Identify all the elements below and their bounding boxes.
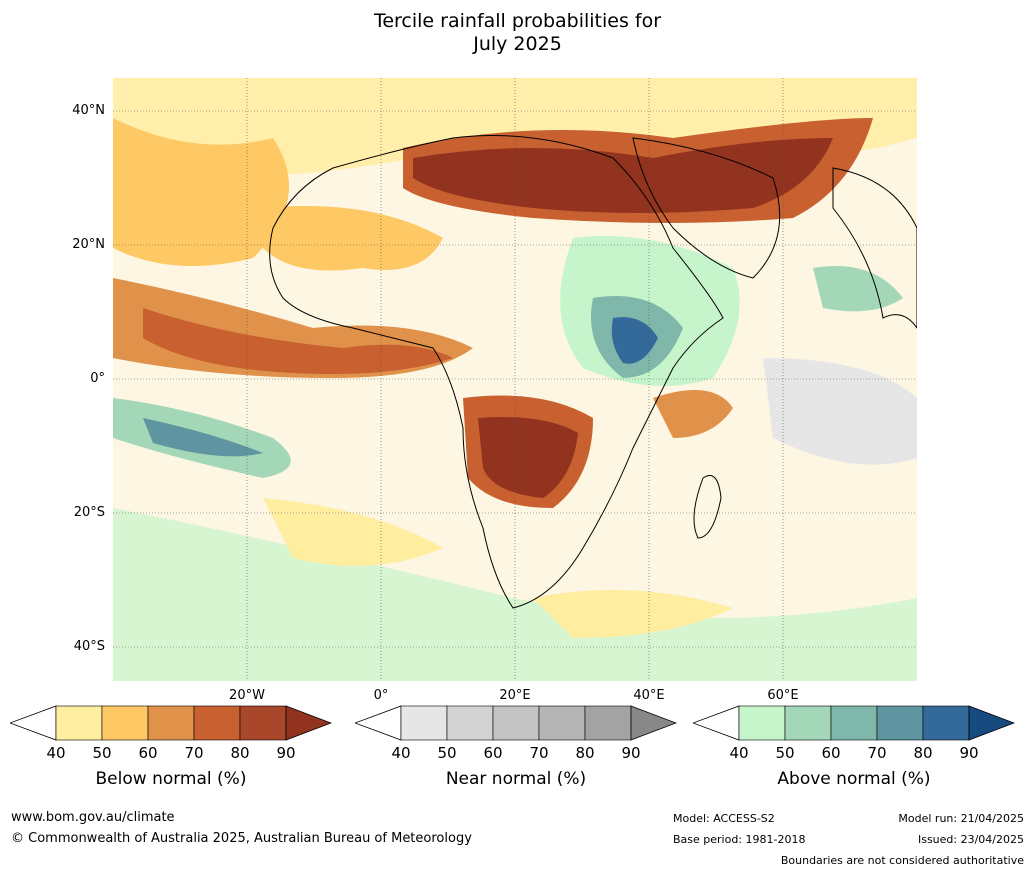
- colorbar-above-ticks: 40 50 60 70 80 90: [693, 744, 1015, 764]
- lat-label-40n: 40°N: [72, 103, 105, 118]
- model-name: Model: ACCESS-S2: [673, 812, 775, 825]
- colorbar-above-tick: 80: [913, 744, 933, 762]
- colorbar-below-normal: [10, 705, 332, 741]
- colorbar-below-ticks: 40 50 60 70 80 90: [10, 744, 332, 764]
- copyright-text: © Commonwealth of Australia 2025, Austra…: [11, 831, 472, 846]
- colorbar-above-swatch-3: [830, 705, 878, 741]
- lat-label-0: 0°: [90, 371, 105, 386]
- lon-label-60e: 60°E: [767, 688, 799, 703]
- colorbar-near-swatch-3: [492, 705, 540, 741]
- colorbar-below-tick: 90: [276, 744, 296, 762]
- colorbar-near-max-arrow: [630, 705, 677, 741]
- colorbar-near-tick: 40: [391, 744, 411, 762]
- colorbar-above-tick: 40: [729, 744, 749, 762]
- title-line-2: July 2025: [473, 33, 562, 55]
- rainfall-map: [113, 78, 917, 681]
- colorbar-near-swatch-4: [538, 705, 586, 741]
- colorbar-above-title: Above normal (%): [777, 769, 931, 789]
- lat-label-40s: 40°S: [73, 639, 105, 654]
- colorbar-above-swatch-1: [738, 705, 786, 741]
- colorbar-near-tick: 90: [621, 744, 641, 762]
- model-run: Model run: 21/04/2025: [898, 812, 1024, 825]
- africa-coastline: [269, 135, 724, 609]
- colorbar-below-swatch-1: [55, 705, 103, 741]
- lon-label-20w: 20°W: [229, 688, 265, 703]
- colorbar-above-tick: 90: [959, 744, 979, 762]
- colorbar-above-min-arrow: [693, 705, 740, 741]
- colorbar-above-tick: 50: [775, 744, 795, 762]
- colorbar-below-swatch-4: [193, 705, 241, 741]
- colorbar-near-swatch-2: [446, 705, 494, 741]
- madagascar-outline: [693, 475, 722, 539]
- probability-regions: [113, 78, 917, 681]
- colorbar-below-min-arrow: [10, 705, 57, 741]
- lon-label-20e: 20°E: [499, 688, 531, 703]
- colorbar-above-normal: [693, 705, 1015, 741]
- colorbar-above-swatch-2: [784, 705, 832, 741]
- colorbar-near-normal: [355, 705, 677, 741]
- lat-label-20n: 20°N: [72, 237, 105, 252]
- colorbar-below-tick: 40: [46, 744, 66, 762]
- colorbar-below-swatch-2: [101, 705, 149, 741]
- india-outline: [832, 167, 917, 329]
- graticule: [113, 78, 917, 681]
- colorbar-near-tick: 70: [529, 744, 549, 762]
- colorbar-above-swatch-5: [922, 705, 970, 741]
- base-period: Base period: 1981-2018: [673, 833, 806, 846]
- arabia-outline: [632, 137, 781, 279]
- colorbar-below-tick: 60: [138, 744, 158, 762]
- colorbar-above-tick: 60: [821, 744, 841, 762]
- colorbar-below-tick: 50: [92, 744, 112, 762]
- lat-label-20s: 20°S: [73, 505, 105, 520]
- colorbar-below-swatch-5: [239, 705, 287, 741]
- map-svg: [113, 78, 917, 681]
- title-line-1: Tercile rainfall probabilities for: [373, 10, 662, 32]
- issued-date: Issued: 23/04/2025: [917, 833, 1024, 846]
- lon-label-40e: 40°E: [633, 688, 665, 703]
- colorbar-above-max-arrow: [968, 705, 1015, 741]
- map-title: Tercile rainfall probabilities for July …: [0, 10, 1035, 56]
- colorbar-below-max-arrow: [285, 705, 332, 741]
- colorbar-near-tick: 80: [575, 744, 595, 762]
- colorbar-near-title: Near normal (%): [445, 769, 587, 789]
- colorbar-near-ticks: 40 50 60 70 80 90: [355, 744, 677, 764]
- boundaries-disclaimer: Boundaries are not considered authoritat…: [780, 854, 1024, 867]
- colorbar-above-swatch-4: [876, 705, 924, 741]
- colorbar-near-tick: 60: [483, 744, 503, 762]
- colorbar-below-tick: 80: [230, 744, 250, 762]
- website-link[interactable]: www.bom.gov.au/climate: [11, 810, 175, 825]
- colorbar-near-min-arrow: [355, 705, 402, 741]
- colorbar-below-title: Below normal (%): [95, 769, 247, 789]
- lon-label-0: 0°: [373, 688, 389, 703]
- colorbar-near-tick: 50: [437, 744, 457, 762]
- colorbar-below-swatch-3: [147, 705, 195, 741]
- colorbar-above-tick: 70: [867, 744, 887, 762]
- colorbar-below-tick: 70: [184, 744, 204, 762]
- colorbar-near-swatch-1: [400, 705, 448, 741]
- colorbar-near-swatch-5: [584, 705, 632, 741]
